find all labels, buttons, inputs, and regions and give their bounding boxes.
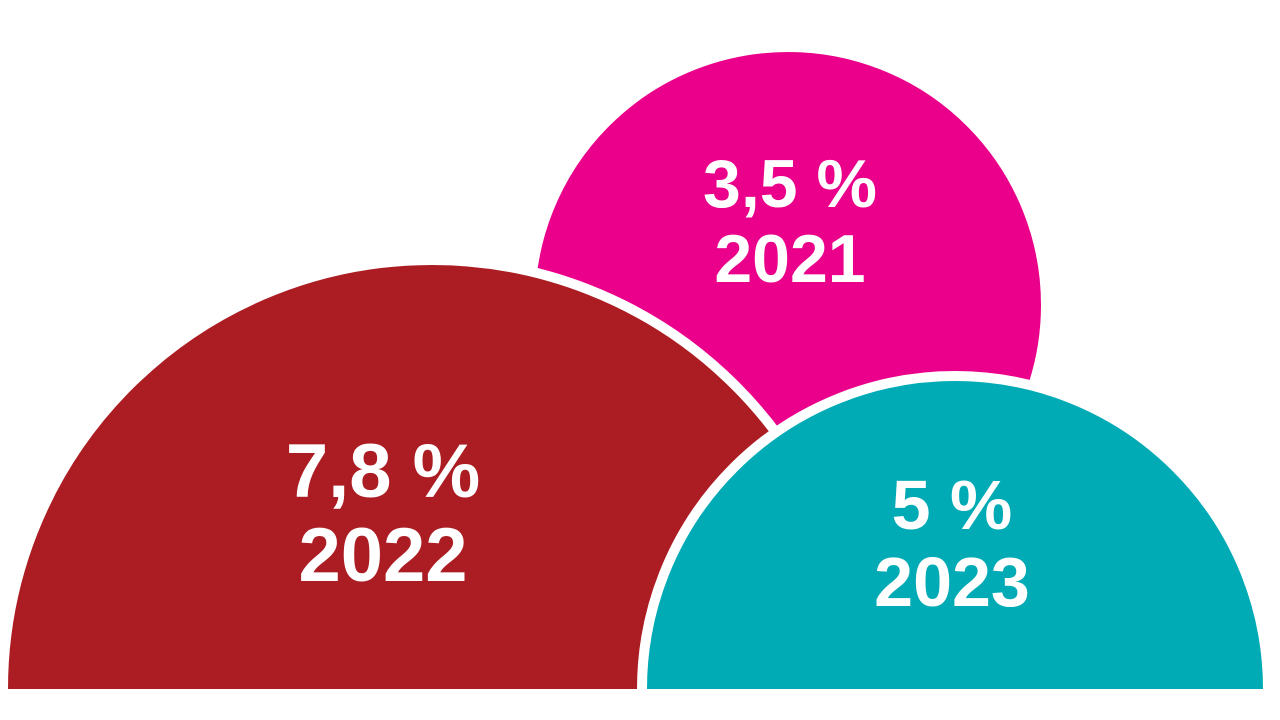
value-2023: 5 % [891,466,1013,544]
value-2022: 7,8 % [285,429,481,514]
year-2021: 2021 [714,221,866,297]
year-2022: 2022 [298,513,468,598]
label-2022: 7,8 % 2022 [286,434,480,594]
label-2023: 5 % 2023 [874,470,1030,617]
label-2021: 3,5 % 2021 [703,150,877,293]
bubble-2023 [637,371,1273,689]
value-2021: 3,5 % [703,146,877,222]
year-2023: 2023 [874,543,1030,621]
bubble-2022 [0,255,866,689]
